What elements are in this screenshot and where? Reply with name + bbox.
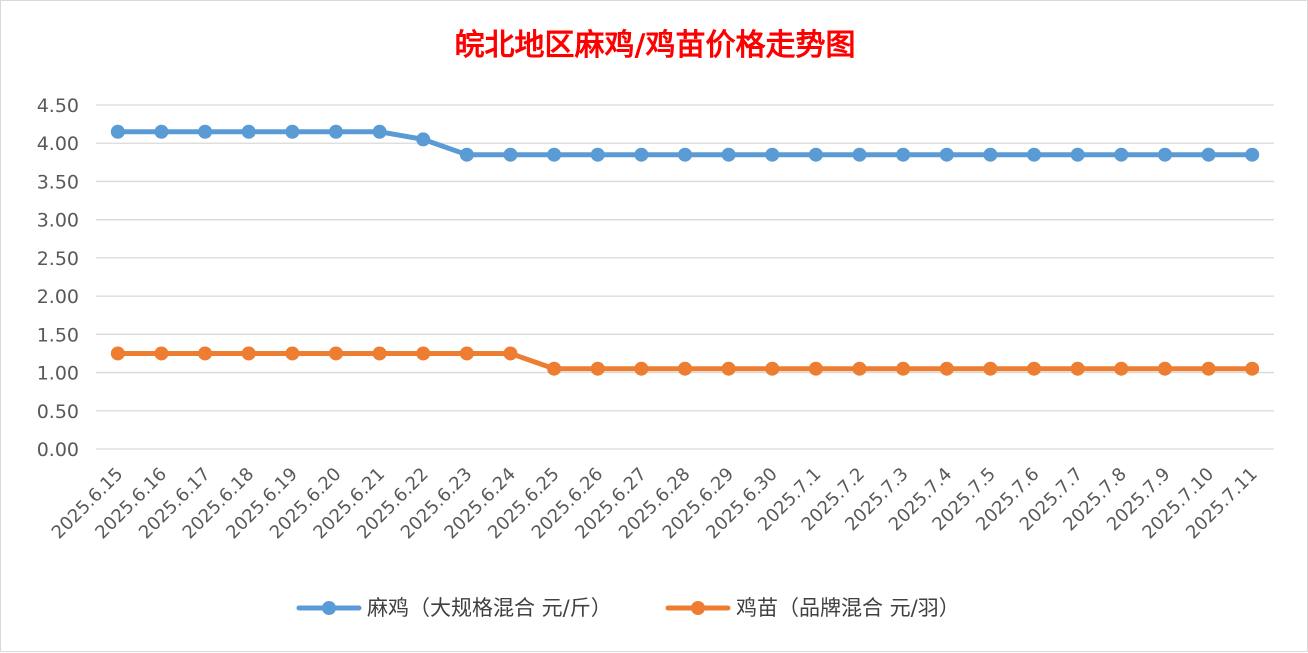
data-point [1027,147,1042,162]
data-point [198,124,213,139]
legend-item: 鸡苗（品牌混合 元/羽） [665,596,960,620]
data-point [590,147,605,162]
data-point [983,147,998,162]
data-point [241,124,256,139]
data-point [1070,361,1085,376]
series-lines [110,124,1260,376]
data-point [1201,361,1216,376]
data-point [285,124,300,139]
y-tick-label: 0.50 [37,401,79,423]
data-point [1114,147,1129,162]
data-point [678,147,692,162]
data-point [721,361,736,376]
data-point [1070,147,1085,162]
data-point [547,147,562,162]
chart-title: 皖北地区麻鸡/鸡苗价格走势图 [455,28,856,63]
gridlines [96,104,1274,450]
data-point [459,147,474,162]
data-point [765,147,780,162]
data-point [416,346,431,361]
data-point [503,346,518,361]
data-point [983,361,998,376]
data-point [590,361,605,376]
y-tick-label: 1.50 [37,324,79,346]
data-point [154,346,169,361]
data-point [939,147,954,162]
data-point [372,346,387,361]
data-point [1114,361,1129,376]
legend-swatch-marker [322,601,336,615]
data-point [154,124,169,139]
y-tick-label: 4.50 [37,95,79,117]
data-point [110,346,125,361]
y-tick-label: 1.00 [37,363,79,385]
data-point [808,361,823,376]
data-point [416,132,431,147]
data-point [634,147,649,162]
legend-label: 麻鸡（大规格混合 元/斤） [367,596,612,620]
legend-label: 鸡苗（品牌混合 元/羽） [736,596,960,620]
data-point [1157,147,1172,162]
data-point [1201,147,1216,162]
data-point [241,346,256,361]
y-tick-label: 0.00 [37,439,79,461]
data-point [808,147,823,162]
data-point [1157,361,1172,376]
y-tick-label: 3.00 [37,210,79,232]
x-axis-ticks: 2025.6.152025.6.162025.6.172025.6.182025… [48,464,1262,544]
data-point [328,346,343,361]
data-point [678,361,692,376]
y-tick-label: 3.50 [37,171,79,193]
data-point [547,361,562,376]
data-point [110,124,125,139]
data-point [1027,361,1042,376]
series-1 [110,124,1260,162]
data-point [896,361,911,376]
data-point [1245,147,1260,162]
series-2 [110,346,1260,376]
data-point [939,361,954,376]
y-tick-label: 2.50 [37,248,79,270]
data-point [1245,361,1260,376]
data-point [896,147,911,162]
data-point [852,147,867,162]
data-point [765,361,780,376]
y-axis-ticks: 0.00 0.50 1.00 1.50 2.00 2.50 3.00 3.50 4.00 4.50 [37,95,79,461]
y-tick-label: 4.00 [37,133,79,155]
legend: 麻鸡（大规格混合 元/斤） 鸡苗（品牌混合 元/羽） [296,596,960,620]
data-point [198,346,213,361]
data-point [372,124,387,139]
data-point [285,346,300,361]
data-point [634,361,649,376]
data-point [852,361,867,376]
legend-item: 麻鸡（大规格混合 元/斤） [296,596,612,620]
data-point [459,346,474,361]
data-point [503,147,518,162]
legend-swatch-marker [691,601,705,615]
y-tick-label: 2.00 [37,286,79,308]
data-point [328,124,343,139]
data-point [721,147,736,162]
